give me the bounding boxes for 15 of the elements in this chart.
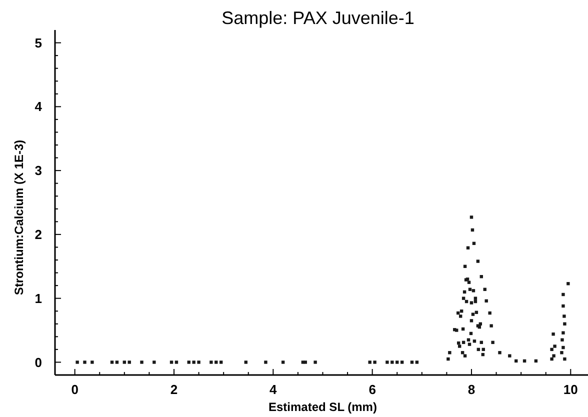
chart-title: Sample: PAX Juvenile-1 bbox=[222, 8, 414, 28]
x-tick-label: 2 bbox=[170, 382, 178, 397]
y-tick-label: 1 bbox=[34, 290, 42, 306]
x-axis-title: Estimated SL (mm) bbox=[268, 400, 377, 414]
y-tick-label: 5 bbox=[34, 35, 42, 50]
x-tick-label: 0 bbox=[71, 382, 78, 397]
x-tick-label: 10 bbox=[563, 382, 578, 397]
y-tick-label: 4 bbox=[34, 99, 43, 114]
y-tick-label: 2 bbox=[34, 226, 42, 242]
y-tick-label: 0 bbox=[34, 354, 42, 370]
x-tick-label: 8 bbox=[468, 382, 476, 397]
x-tick-label: 4 bbox=[270, 382, 278, 397]
y-axis-title: Strontium:Calcium (X 1E-3) bbox=[12, 140, 26, 296]
y-tick-label: 3 bbox=[34, 163, 42, 178]
x-tick-label: 6 bbox=[368, 382, 376, 397]
